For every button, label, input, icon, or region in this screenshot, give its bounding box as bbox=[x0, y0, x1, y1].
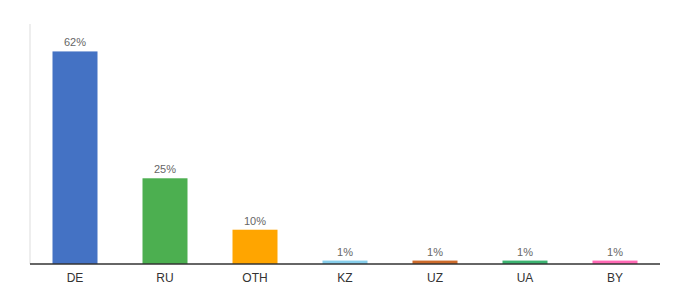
x-axis-line bbox=[30, 263, 660, 265]
data-label: 25% bbox=[154, 163, 176, 175]
bar bbox=[233, 230, 278, 264]
x-tick-label: UA bbox=[517, 271, 534, 285]
bar bbox=[143, 178, 188, 264]
x-tick-label: BY bbox=[607, 271, 623, 285]
y-axis-line bbox=[30, 24, 31, 264]
bars bbox=[53, 51, 638, 264]
bar bbox=[53, 51, 98, 264]
x-tick-label: KZ bbox=[337, 271, 352, 285]
chart-svg: DE RU OTH KZ UZ UA BY 62% 25% 10% 1% 1% 1% 1% bbox=[0, 0, 680, 300]
data-label: 1% bbox=[607, 246, 623, 258]
data-label: 1% bbox=[517, 246, 533, 258]
x-tick-label: OTH bbox=[242, 271, 267, 285]
data-label: 10% bbox=[244, 215, 266, 227]
data-label: 1% bbox=[337, 246, 353, 258]
data-label: 62% bbox=[64, 36, 86, 48]
x-tick-label: RU bbox=[156, 271, 173, 285]
x-tick-label: UZ bbox=[427, 271, 443, 285]
data-label: 1% bbox=[427, 246, 443, 258]
x-tick-label: DE bbox=[67, 271, 84, 285]
chart-container: DE RU OTH KZ UZ UA BY 62% 25% 10% 1% 1% 1% 1% bbox=[0, 0, 680, 300]
